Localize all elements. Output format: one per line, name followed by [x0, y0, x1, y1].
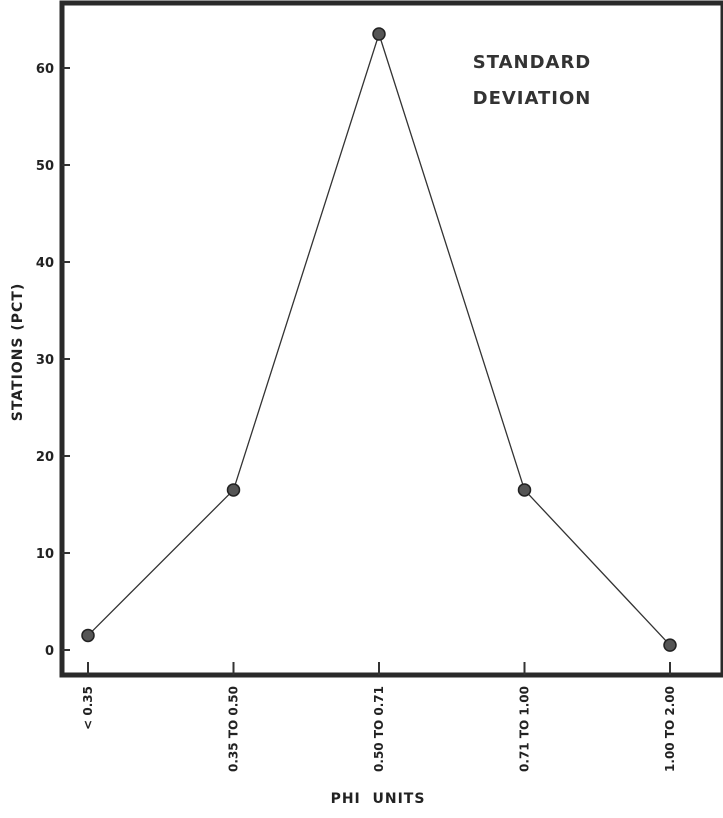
- y-tick-label: 40: [36, 256, 54, 271]
- data-points: [81, 27, 677, 652]
- x-tick-label: < 0.35: [81, 686, 95, 730]
- data-point: [663, 638, 677, 652]
- y-tick-label: 60: [36, 62, 54, 77]
- y-axis-ticks: 0 10 20 30 40 50 60: [36, 62, 70, 659]
- data-point: [81, 628, 95, 643]
- y-tick-label: 0: [45, 644, 54, 659]
- y-tick-label: 30: [36, 353, 54, 368]
- x-axis-title: PHI UNITS: [331, 791, 426, 807]
- annotation-line-2: DEVIATION: [473, 88, 592, 109]
- x-tick-label: 1.00 TO 2.00: [663, 686, 677, 772]
- data-point: [372, 27, 386, 41]
- data-point: [226, 483, 241, 497]
- plot-frame: [59, 0, 723, 678]
- y-tick-label: 10: [36, 547, 54, 562]
- x-tick-label: 0.35 TO 0.50: [227, 686, 241, 772]
- annotation-line-1: STANDARD: [473, 52, 592, 73]
- x-axis-ticks: < 0.35 0.35 TO 0.50 0.50 TO 0.71 0.71 TO 1.…: [81, 662, 677, 772]
- y-tick-label: 50: [36, 159, 54, 174]
- x-tick-label: 0.71 TO 1.00: [518, 686, 532, 772]
- series-line: [87, 31, 671, 646]
- x-tick-label: 0.50 TO 0.71: [372, 686, 386, 772]
- data-point: [517, 483, 532, 497]
- y-tick-label: 20: [36, 450, 54, 465]
- y-axis-title: STATIONS (PCT): [10, 283, 26, 422]
